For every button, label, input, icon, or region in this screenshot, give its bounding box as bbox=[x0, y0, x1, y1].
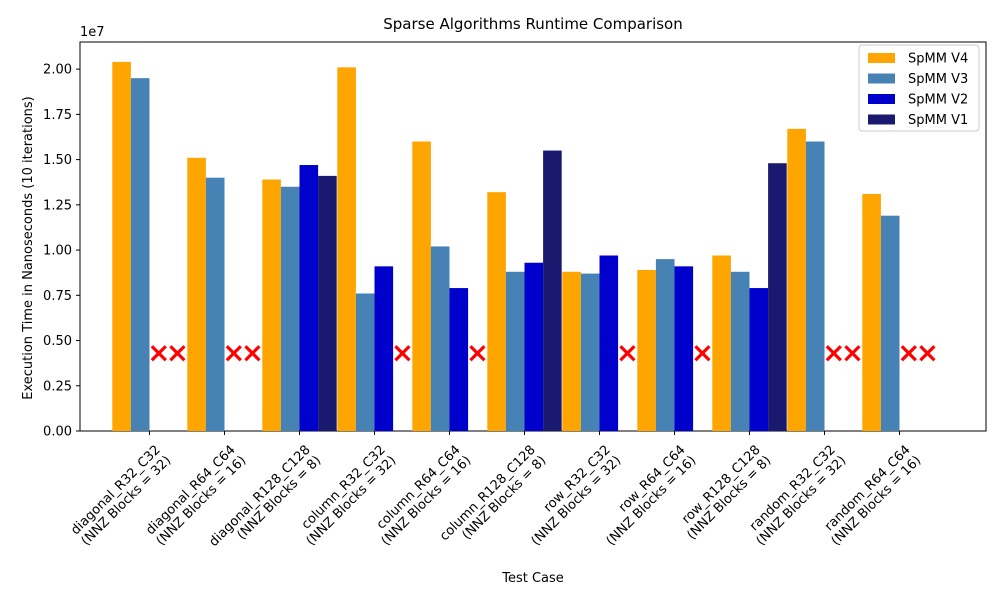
missing-marker bbox=[825, 345, 842, 362]
missing-marker-stroke bbox=[619, 345, 636, 362]
bar bbox=[880, 215, 900, 431]
missing-marker bbox=[469, 345, 486, 362]
bar bbox=[768, 163, 787, 431]
bar bbox=[599, 255, 619, 431]
missing-marker-stroke bbox=[244, 345, 261, 362]
plot-area: 0.000.250.500.751.001.251.501.752.00diag… bbox=[43, 41, 987, 550]
missing-marker-stroke bbox=[150, 345, 167, 362]
y-tick-label: 0.50 bbox=[43, 334, 72, 349]
y-tick-label: 1.75 bbox=[43, 108, 72, 123]
legend-label: SpMM V4 bbox=[908, 52, 968, 67]
legend-label: SpMM V2 bbox=[908, 93, 968, 108]
legend-swatch bbox=[868, 53, 895, 63]
y-axis-label: Execution Time in Nanoseconds (10 iterat… bbox=[21, 96, 36, 400]
legend-swatch bbox=[868, 94, 895, 104]
bar bbox=[749, 288, 769, 431]
y-tick-label: 1.25 bbox=[43, 198, 72, 213]
missing-marker bbox=[900, 345, 917, 362]
missing-marker bbox=[225, 345, 242, 362]
missing-marker-stroke bbox=[469, 345, 486, 362]
bar bbox=[262, 179, 281, 431]
missing-marker bbox=[694, 345, 711, 362]
bar bbox=[449, 288, 469, 431]
bar bbox=[130, 78, 150, 432]
missing-marker bbox=[244, 345, 261, 362]
bar bbox=[112, 61, 131, 432]
missing-marker-stroke bbox=[225, 345, 242, 362]
missing-marker bbox=[919, 345, 936, 362]
bar bbox=[787, 128, 806, 432]
bar bbox=[337, 67, 356, 431]
bar bbox=[730, 271, 750, 431]
y-tick-label: 1.00 bbox=[43, 244, 72, 259]
missing-marker-stroke bbox=[844, 345, 861, 362]
legend-swatch bbox=[868, 73, 895, 84]
bar bbox=[487, 192, 506, 431]
bar bbox=[543, 150, 562, 431]
legend-box bbox=[858, 44, 980, 132]
legend-swatch bbox=[868, 114, 895, 125]
bar bbox=[299, 165, 319, 431]
x-axis-label: Test Case bbox=[501, 571, 564, 586]
bar bbox=[355, 293, 375, 431]
chart-title: Sparse Algorithms Runtime Comparison bbox=[383, 15, 683, 33]
bar bbox=[412, 141, 431, 431]
bar bbox=[205, 177, 225, 431]
legend: SpMM V4 SpMM V3 SpMM V2 SpMM V1 bbox=[858, 44, 980, 132]
missing-marker bbox=[619, 345, 636, 362]
bar bbox=[280, 186, 300, 431]
missing-marker-stroke bbox=[169, 345, 186, 362]
bar bbox=[655, 259, 675, 431]
legend-label: SpMM V3 bbox=[908, 72, 968, 87]
y-tick-label: 0.25 bbox=[43, 379, 72, 394]
bar bbox=[674, 266, 694, 431]
bar bbox=[637, 269, 656, 431]
y-tick-label: 1.50 bbox=[43, 153, 72, 168]
missing-marker-stroke bbox=[900, 345, 917, 362]
bar bbox=[430, 246, 450, 431]
bar bbox=[862, 193, 881, 431]
missing-marker bbox=[394, 345, 411, 362]
bar bbox=[374, 266, 394, 431]
bar bbox=[805, 141, 825, 431]
y-tick-label: 0.75 bbox=[43, 289, 72, 304]
missing-marker-stroke bbox=[694, 345, 711, 362]
bar bbox=[318, 175, 337, 431]
bar bbox=[580, 273, 600, 431]
bar bbox=[187, 157, 206, 431]
missing-marker-stroke bbox=[825, 345, 842, 362]
missing-marker bbox=[844, 345, 861, 362]
y-tick-label: 0.00 bbox=[43, 425, 72, 440]
legend-label: SpMM V1 bbox=[908, 113, 968, 128]
missing-marker bbox=[169, 345, 186, 362]
bar bbox=[562, 271, 581, 431]
bar bbox=[712, 255, 731, 431]
missing-marker-stroke bbox=[394, 345, 411, 362]
y-tick-label: 2.00 bbox=[43, 63, 72, 78]
missing-marker-stroke bbox=[919, 345, 936, 362]
y-scale-label: 1e7 bbox=[80, 25, 105, 40]
missing-marker bbox=[150, 345, 167, 362]
bar bbox=[505, 271, 525, 431]
bar bbox=[524, 262, 544, 431]
